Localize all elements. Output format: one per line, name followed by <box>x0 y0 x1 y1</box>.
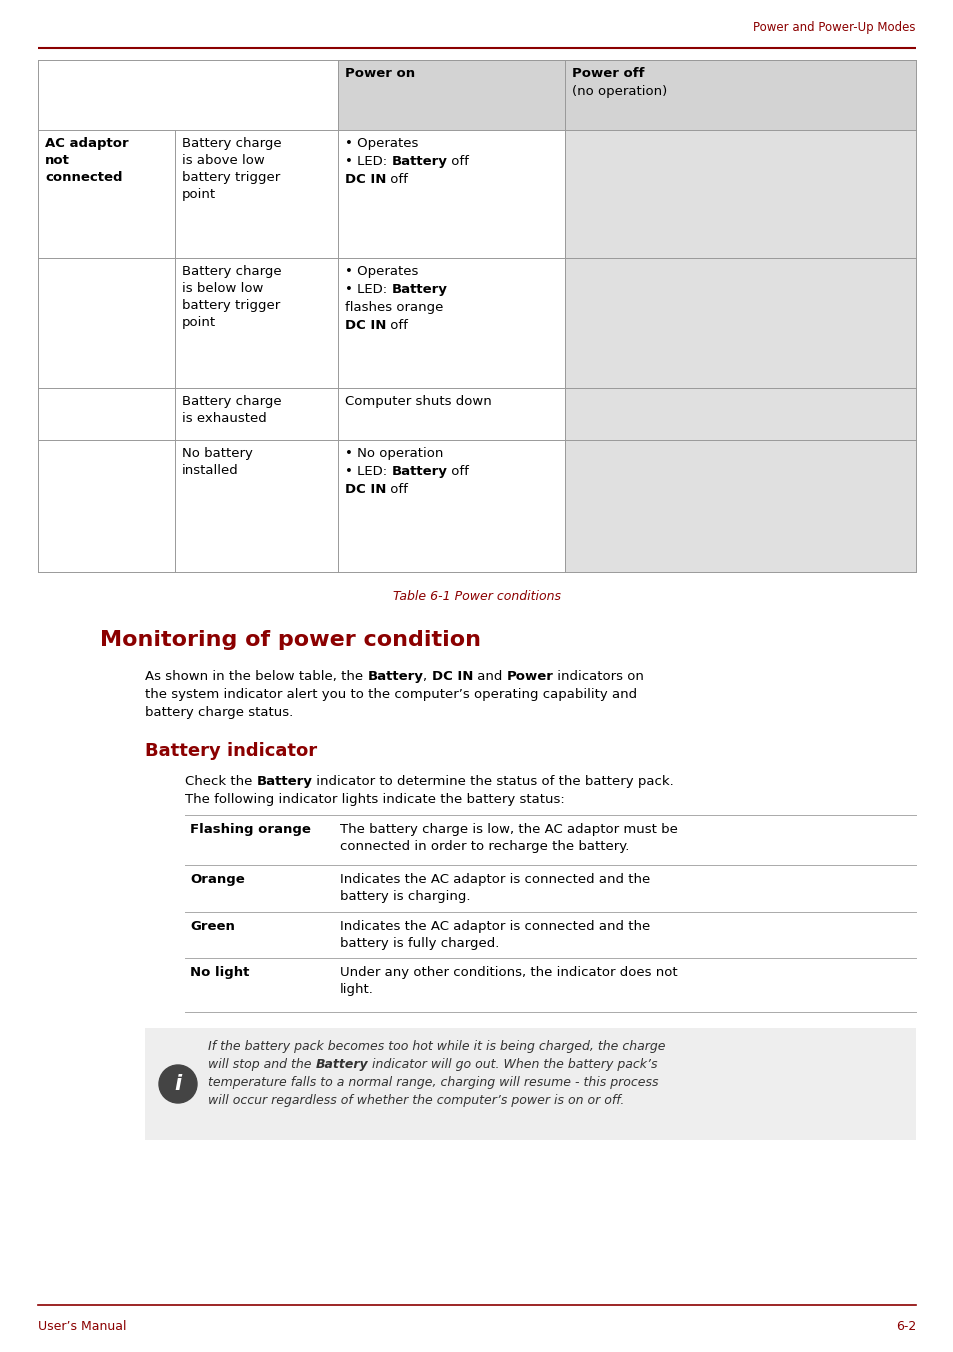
Text: The following indicator lights indicate the battery status:: The following indicator lights indicate … <box>185 794 564 806</box>
Text: If the battery pack becomes too hot while it is being charged, the charge: If the battery pack becomes too hot whil… <box>208 1040 665 1053</box>
Text: i: i <box>174 1073 181 1094</box>
Text: Battery: Battery <box>391 283 447 296</box>
Text: is above low: is above low <box>182 154 265 168</box>
Text: Orange: Orange <box>190 873 245 886</box>
Text: battery is fully charged.: battery is fully charged. <box>339 937 498 950</box>
Text: connected in order to recharge the battery.: connected in order to recharge the batte… <box>339 840 629 853</box>
Text: connected: connected <box>45 170 122 184</box>
Text: off: off <box>386 319 408 333</box>
Text: Battery charge: Battery charge <box>182 265 281 279</box>
Text: indicator will go out. When the battery pack’s: indicator will go out. When the battery … <box>368 1059 657 1071</box>
Text: Computer shuts down: Computer shuts down <box>345 395 491 408</box>
Text: • LED:: • LED: <box>345 155 391 168</box>
Text: 6-2: 6-2 <box>895 1320 915 1333</box>
Text: • LED:: • LED: <box>345 465 391 479</box>
Text: Power: Power <box>506 671 553 683</box>
Text: Power off: Power off <box>572 68 644 80</box>
Text: • Operates: • Operates <box>345 265 418 279</box>
Text: is below low: is below low <box>182 283 263 295</box>
Text: Power on: Power on <box>345 68 415 80</box>
Text: battery charge status.: battery charge status. <box>145 706 293 719</box>
Text: the system indicator alert you to the computer’s operating capability and: the system indicator alert you to the co… <box>145 688 637 700</box>
Text: • Operates: • Operates <box>345 137 418 150</box>
Text: Battery: Battery <box>256 775 313 788</box>
Text: not: not <box>45 154 70 168</box>
Text: Battery: Battery <box>391 155 447 168</box>
Text: indicator to determine the status of the battery pack.: indicator to determine the status of the… <box>313 775 674 788</box>
Text: off: off <box>447 465 469 479</box>
Text: Power and Power-Up Modes: Power and Power-Up Modes <box>753 22 915 35</box>
Text: battery trigger: battery trigger <box>182 299 280 312</box>
Text: installed: installed <box>182 464 238 477</box>
Text: User’s Manual: User’s Manual <box>38 1320 127 1333</box>
Text: (no operation): (no operation) <box>572 85 666 97</box>
Text: Monitoring of power condition: Monitoring of power condition <box>100 630 480 650</box>
Text: indicators on: indicators on <box>553 671 643 683</box>
Text: Battery indicator: Battery indicator <box>145 742 316 760</box>
Text: and: and <box>473 671 506 683</box>
Text: battery trigger: battery trigger <box>182 170 280 184</box>
Text: point: point <box>182 316 216 329</box>
Text: off: off <box>386 483 408 496</box>
Text: • No operation: • No operation <box>345 448 443 460</box>
Text: point: point <box>182 188 216 201</box>
Text: AC adaptor: AC adaptor <box>45 137 129 150</box>
Text: will occur regardless of whether the computer’s power is on or off.: will occur regardless of whether the com… <box>208 1094 623 1107</box>
Text: temperature falls to a normal range, charging will resume - this process: temperature falls to a normal range, cha… <box>208 1076 658 1088</box>
Text: ,: , <box>423 671 431 683</box>
Text: DC IN: DC IN <box>431 671 473 683</box>
Text: Battery: Battery <box>367 671 423 683</box>
Text: As shown in the below table, the: As shown in the below table, the <box>145 671 367 683</box>
Text: Table 6-1 Power conditions: Table 6-1 Power conditions <box>393 589 560 603</box>
Text: light.: light. <box>339 983 374 996</box>
Text: is exhausted: is exhausted <box>182 412 267 425</box>
Text: DC IN: DC IN <box>345 173 386 187</box>
Text: battery is charging.: battery is charging. <box>339 890 470 903</box>
Bar <box>337 59 564 130</box>
Text: Battery charge: Battery charge <box>182 395 281 408</box>
Bar <box>564 130 915 572</box>
Text: Indicates the AC adaptor is connected and the: Indicates the AC adaptor is connected an… <box>339 873 650 886</box>
Text: Flashing orange: Flashing orange <box>190 823 311 836</box>
Text: Battery: Battery <box>315 1059 368 1071</box>
Text: off: off <box>386 173 408 187</box>
Bar <box>145 1028 915 1140</box>
Circle shape <box>159 1065 196 1103</box>
Text: will stop and the: will stop and the <box>208 1059 315 1071</box>
Text: DC IN: DC IN <box>345 319 386 333</box>
Text: • LED:: • LED: <box>345 283 391 296</box>
Text: No light: No light <box>190 965 249 979</box>
Bar <box>564 59 915 130</box>
Text: Check the: Check the <box>185 775 256 788</box>
Text: The battery charge is low, the AC adaptor must be: The battery charge is low, the AC adapto… <box>339 823 678 836</box>
Text: Indicates the AC adaptor is connected and the: Indicates the AC adaptor is connected an… <box>339 919 650 933</box>
Text: No battery: No battery <box>182 448 253 460</box>
Text: Green: Green <box>190 919 234 933</box>
Text: flashes orange: flashes orange <box>345 301 443 314</box>
Text: Battery charge: Battery charge <box>182 137 281 150</box>
Text: Battery: Battery <box>391 465 447 479</box>
Text: DC IN: DC IN <box>345 483 386 496</box>
Text: Under any other conditions, the indicator does not: Under any other conditions, the indicato… <box>339 965 677 979</box>
Text: off: off <box>447 155 469 168</box>
